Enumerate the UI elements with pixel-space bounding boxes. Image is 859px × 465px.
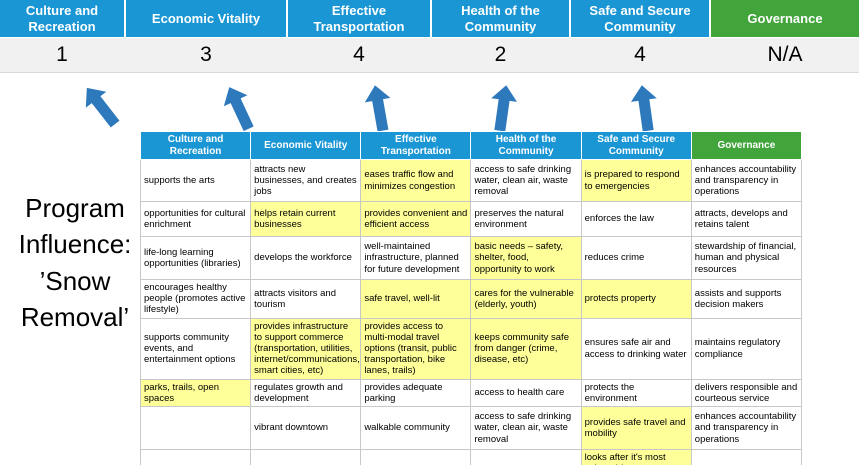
category-effective-transportation: Effective Transportation — [288, 0, 430, 37]
matrix-cell-highlighted: helps retain current businesses — [250, 201, 362, 237]
matrix-cell-highlighted: looks after it's most vulnerable — [580, 449, 692, 465]
matrix-cell: walkable community — [360, 406, 472, 451]
category-economic-vitality: Economic Vitality — [126, 0, 286, 37]
matrix-cell — [470, 449, 582, 465]
matrix-cell: supports the arts — [139, 159, 252, 202]
matrix-cell: stewardship of financial, human and phys… — [690, 236, 803, 280]
matrix-cell-highlighted: cares for the vulnerable (elderly, youth… — [470, 279, 582, 319]
matrix-cell-highlighted: basic needs – safety, shelter, food, opp… — [470, 236, 582, 280]
page-title: Program Influence: ’Snow Removal’ — [18, 193, 132, 333]
matrix-cell: enhances accountability and transparency… — [690, 406, 803, 451]
score-safe-and-secure-community: 4 — [634, 43, 646, 66]
matrix-row: looks after it's most vulnerable — [139, 449, 803, 465]
matrix-column-header: Culture and Recreation — [139, 131, 252, 160]
score-governance: N/A — [767, 43, 803, 66]
arrow-up-icon — [631, 85, 657, 132]
matrix-cell: vibrant downtown — [250, 406, 362, 451]
matrix-cell: encourages healthy people (promotes acti… — [139, 279, 252, 319]
matrix-row: opportunities for cultural enrichment hel… — [139, 201, 803, 237]
matrix-cell-highlighted: provides infrastructure to support comme… — [250, 317, 362, 380]
matrix-cell: attracts visitors and tourism — [250, 279, 362, 319]
matrix-cell: regulates growth and development — [250, 378, 362, 408]
matrix-row: encourages healthy people (promotes acti… — [139, 279, 803, 319]
arrow-up-icon — [491, 85, 517, 132]
matrix-cell: access to health care — [470, 378, 582, 408]
matrix-column-header: Safe and Secure Community — [580, 131, 692, 160]
score-effective-transportation: 4 — [353, 43, 365, 66]
score-economic-vitality: 3 — [200, 43, 212, 66]
matrix-cell-highlighted: safe travel, well-lit — [360, 279, 472, 319]
category-culture-and-recreation: Culture and Recreation — [0, 0, 124, 37]
matrix-cell — [690, 449, 803, 465]
matrix-cell: access to safe drinking water, clean air… — [470, 406, 582, 451]
matrix-row: vibrant downtown walkable community access… — [139, 406, 803, 451]
matrix-cell — [360, 449, 472, 465]
matrix-cell: ensures safe air and access to drinking … — [580, 317, 692, 380]
matrix-cell-highlighted: eases traffic flow and minimizes congest… — [360, 159, 472, 202]
matrix-cell: attracts, develops and retains talent — [690, 201, 803, 237]
matrix-row: life-long learning opportunities (librar… — [139, 236, 803, 280]
matrix-cell: provides adequate parking — [360, 378, 472, 408]
matrix-cell: well-maintained infrastructure, planned … — [360, 236, 472, 280]
matrix-cell-highlighted: is prepared to respond to emergencies — [580, 159, 692, 202]
matrix-cell: attracts new businesses, and creates job… — [250, 159, 362, 202]
matrix-row: supports the arts attracts new businesses… — [139, 159, 803, 202]
matrix-cell: supports community events, and entertain… — [139, 317, 252, 380]
matrix-cell: maintains regulatory compliance — [690, 317, 803, 380]
matrix-column-header: Effective Transportation — [360, 131, 472, 160]
matrix-cell: life-long learning opportunities (librar… — [139, 236, 252, 280]
matrix-cell-highlighted: provides safe travel and mobility — [580, 406, 692, 451]
matrix-cell-highlighted: parks, trails, open spaces — [139, 378, 252, 408]
arrow-up-icon — [223, 87, 254, 132]
matrix-row: supports community events, and entertain… — [139, 317, 803, 380]
matrix-column-header: Governance — [690, 131, 803, 160]
matrix-cell: opportunities for cultural enrichment — [139, 201, 252, 237]
matrix-row: parks, trails, open spaces regulates grow… — [139, 378, 803, 408]
matrix-cell: delivers responsible and courteous servi… — [690, 378, 803, 408]
matrix-cell: enforces the law — [580, 201, 692, 237]
matrix-cell: assists and supports decision makers — [690, 279, 803, 319]
category-health-of-the-community: Health of the Community — [432, 0, 569, 37]
score-row: 1 3 4 2 4 N/A — [0, 38, 859, 73]
matrix-column-header: Economic Vitality — [250, 131, 362, 160]
matrix-cell-highlighted: keeps community safe from danger (crime,… — [470, 317, 582, 380]
matrix-cell: reduces crime — [580, 236, 692, 280]
matrix-cell: preserves the natural environment — [470, 201, 582, 237]
category-header-row: Culture and Recreation Economic Vitality… — [0, 0, 859, 37]
matrix-cell-highlighted: provides access to multi-modal travel op… — [360, 317, 472, 380]
matrix-cell: protects the environment — [580, 378, 692, 408]
matrix-cell-highlighted: provides convenient and efficient access — [360, 201, 472, 237]
matrix-body: supports the arts attracts new businesses… — [139, 159, 803, 465]
influence-matrix: Culture and Recreation Economic Vitality E… — [139, 131, 803, 465]
arrow-up-icon — [364, 85, 391, 132]
category-governance: Governance — [711, 0, 859, 37]
matrix-cell-highlighted: protects property — [580, 279, 692, 319]
matrix-cell — [139, 406, 252, 451]
matrix-column-header: Health of the Community — [470, 131, 582, 160]
score-culture-and-recreation: 1 — [56, 43, 68, 66]
score-health-of-the-community: 2 — [494, 43, 507, 66]
matrix-header-row: Culture and Recreation Economic Vitality E… — [139, 131, 803, 160]
arrow-up-icon — [85, 87, 120, 128]
matrix-cell — [250, 449, 362, 465]
matrix-cell: access to safe drinking water, clean air… — [470, 159, 582, 202]
matrix-cell: enhances accountability and transparency… — [690, 159, 803, 202]
matrix-cell: develops the workforce — [250, 236, 362, 280]
category-safe-and-secure-community: Safe and Secure Community — [571, 0, 709, 37]
matrix-cell — [139, 449, 252, 465]
